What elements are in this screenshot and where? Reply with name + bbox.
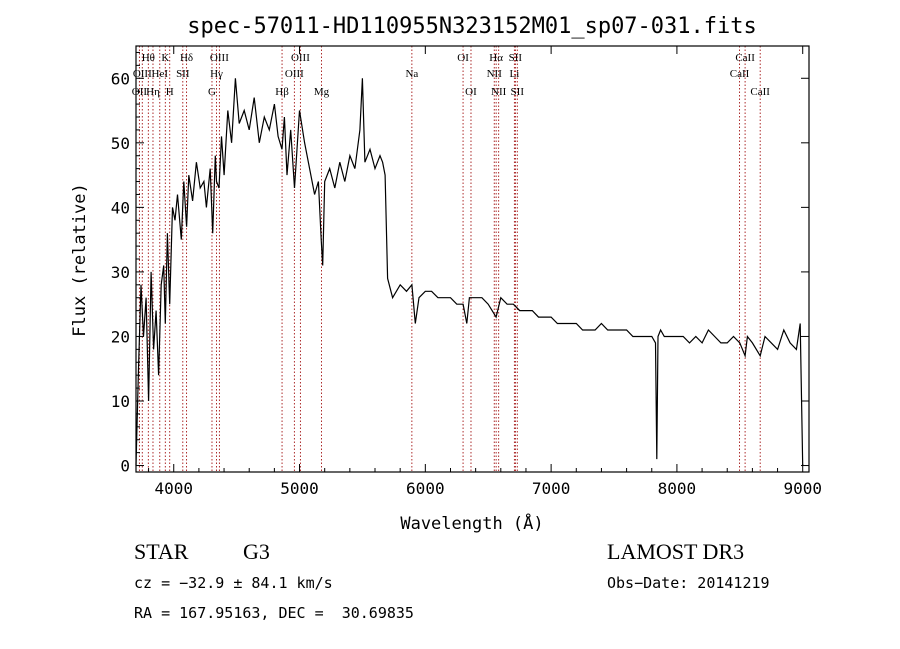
line-marker-label: OI bbox=[457, 52, 469, 64]
line-marker-label: Hη bbox=[146, 86, 160, 98]
chart-title: spec-57011-HD110955N323152M01_sp07-031.f… bbox=[187, 14, 757, 39]
x-tick-label: 7000 bbox=[532, 479, 571, 498]
line-marker-label: OIII bbox=[133, 68, 152, 80]
redshift-velocity: cz = −32.9 ± 84.1 km/s bbox=[134, 574, 333, 592]
x-axis-label: Wavelength (Å) bbox=[400, 512, 543, 534]
line-marker-label: HeI bbox=[152, 68, 169, 80]
line-marker-label: K bbox=[161, 52, 169, 64]
line-marker-label: OIII bbox=[291, 52, 310, 64]
y-axis-ticks: 0 10 20 30 40 50 60 bbox=[111, 51, 809, 476]
line-marker-label: Mg bbox=[314, 86, 330, 98]
line-marker-label: OII bbox=[132, 86, 148, 98]
line-marker-label: OIII bbox=[285, 68, 304, 80]
y-tick-label: 20 bbox=[111, 327, 130, 346]
object-class: STAR bbox=[134, 539, 189, 564]
line-marker-label: G bbox=[208, 86, 216, 98]
line-marker-label: CaII bbox=[735, 52, 755, 64]
y-axis-label: Flux (relative) bbox=[70, 183, 90, 337]
y-tick-label: 60 bbox=[111, 69, 130, 88]
y-tick-label: 30 bbox=[111, 263, 130, 282]
line-marker-label: Hδ bbox=[180, 52, 193, 64]
line-marker-label: Hθ bbox=[142, 52, 155, 64]
line-marker-label: Li bbox=[509, 68, 519, 80]
y-tick-label: 40 bbox=[111, 198, 130, 217]
survey-name: LAMOST DR3 bbox=[607, 539, 745, 564]
line-marker-label: OIII bbox=[210, 52, 229, 64]
object-subclass: G3 bbox=[243, 539, 270, 564]
x-axis-ticks: 4000 5000 6000 7000 8000 9000 bbox=[148, 46, 822, 498]
line-marker-label: CaII bbox=[730, 68, 750, 80]
y-tick-label: 50 bbox=[111, 134, 130, 153]
spectrum-line bbox=[135, 78, 804, 466]
line-marker-label: SII bbox=[176, 68, 190, 80]
y-tick-label: 0 bbox=[120, 457, 130, 476]
spectral-line-labels: OIIOIIIHθHηHeIKHSIIHδGHγOIIIHβOIIIOIIIMg… bbox=[132, 52, 771, 98]
line-marker-label: NII bbox=[487, 68, 503, 80]
x-tick-label: 8000 bbox=[658, 479, 697, 498]
line-marker-label: OI bbox=[465, 86, 477, 98]
x-tick-label: 9000 bbox=[783, 479, 822, 498]
line-marker-label: CaII bbox=[750, 86, 770, 98]
x-tick-label: 6000 bbox=[406, 479, 445, 498]
line-marker-label: Hα bbox=[489, 52, 503, 64]
line-marker-label: Na bbox=[405, 68, 418, 80]
x-tick-label: 5000 bbox=[280, 479, 319, 498]
line-marker-label: Hβ bbox=[275, 86, 289, 98]
spectral-line-markers bbox=[138, 46, 761, 472]
line-marker-label: SII bbox=[511, 86, 525, 98]
observation-date: Obs−Date: 20141219 bbox=[607, 574, 770, 592]
x-tick-label: 4000 bbox=[154, 479, 193, 498]
coordinates: RA = 167.95163, DEC = 30.69835 bbox=[134, 604, 414, 622]
line-marker-label: Hγ bbox=[210, 68, 223, 80]
line-marker-label: NII bbox=[491, 86, 507, 98]
line-marker-label: SII bbox=[509, 52, 523, 64]
y-tick-label: 10 bbox=[111, 392, 130, 411]
plot-frame bbox=[135, 45, 810, 473]
line-marker-label: H bbox=[166, 86, 174, 98]
